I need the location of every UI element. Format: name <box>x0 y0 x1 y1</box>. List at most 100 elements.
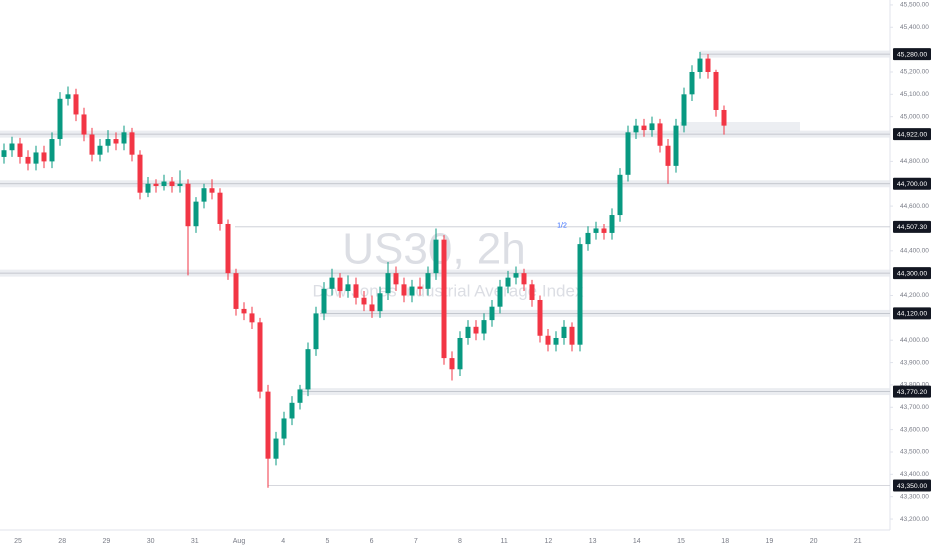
price-label-box <box>893 128 931 141</box>
candle-body <box>433 239 439 274</box>
candle-body <box>481 320 487 334</box>
candle-body <box>225 223 231 274</box>
price-label: 44,700.00 <box>897 181 927 188</box>
price-label: 44,922.00 <box>897 131 927 138</box>
candle-body <box>417 286 423 289</box>
zone <box>680 122 800 132</box>
candle-body <box>705 58 711 72</box>
candle-body <box>713 71 719 110</box>
y-tick-label: 43,200.00 <box>900 516 929 523</box>
candle-body <box>353 284 359 298</box>
candle-body <box>401 284 407 296</box>
candle-body <box>57 98 63 140</box>
price-label: 44,300.00 <box>897 270 927 277</box>
y-tick-label: 45,400.00 <box>900 24 929 31</box>
candle-body <box>25 156 31 164</box>
candle-body <box>281 418 287 439</box>
candle-body <box>633 125 639 133</box>
y-tick-label: 45,000.00 <box>900 113 929 120</box>
candle-body <box>233 273 239 309</box>
candle-body <box>17 143 23 157</box>
candle-body <box>649 123 655 131</box>
x-tick-label: 19 <box>766 538 774 545</box>
y-tick-label: 44,000.00 <box>900 337 929 344</box>
candle-body <box>681 94 687 126</box>
x-tick-label: 8 <box>458 538 462 545</box>
y-tick-label: 43,600.00 <box>900 426 929 433</box>
x-tick-label: 21 <box>854 538 862 545</box>
x-tick-label: 30 <box>147 538 155 545</box>
x-tick-label: 28 <box>58 538 66 545</box>
x-tick-label: Aug <box>233 538 246 545</box>
candle-body <box>593 228 599 233</box>
y-tick-label: 43,700.00 <box>900 404 929 411</box>
candle-body <box>537 299 543 336</box>
y-tick-label: 44,200.00 <box>900 292 929 299</box>
candle-body <box>105 139 111 146</box>
x-tick-label: 4 <box>281 538 285 545</box>
price-label-box <box>893 48 931 61</box>
candle-body <box>73 94 79 115</box>
y-tick-label: 44,800.00 <box>900 158 929 165</box>
candle-body <box>513 273 519 278</box>
candle-body <box>265 391 271 459</box>
x-tick-label: 6 <box>370 538 374 545</box>
price-label-box <box>893 177 931 190</box>
candle-body <box>129 132 135 155</box>
y-tick-label: 43,900.00 <box>900 359 929 366</box>
candle-body <box>113 139 119 144</box>
x-tick-label: 13 <box>589 538 597 545</box>
y-tick-label: 43,400.00 <box>900 471 929 478</box>
candle-body <box>577 244 583 345</box>
price-label: 43,350.00 <box>897 483 927 490</box>
price-label-box <box>893 385 931 398</box>
candle-body <box>201 188 207 202</box>
candle-body <box>9 143 15 151</box>
candle-body <box>249 313 255 323</box>
y-tick-label: 43,300.00 <box>900 493 929 500</box>
candle-body <box>273 438 279 459</box>
candle-body <box>217 192 223 224</box>
candle-body <box>145 183 151 193</box>
candle-body <box>241 308 247 314</box>
candle-body <box>585 232 591 245</box>
candle-body <box>321 288 327 314</box>
candle-body <box>545 335 551 345</box>
candle-body <box>665 145 671 166</box>
y-tick-label: 44,600.00 <box>900 203 929 210</box>
x-tick-label: 31 <box>191 538 199 545</box>
candle-body <box>425 273 431 289</box>
candle-body <box>1 150 7 157</box>
candle-body <box>609 215 615 233</box>
candle-body <box>505 277 511 287</box>
candle-body <box>97 145 103 155</box>
candle-body <box>625 132 631 175</box>
candle-body <box>521 273 527 285</box>
candle-body <box>361 297 367 305</box>
candle-body <box>449 358 455 370</box>
candle-body <box>49 139 55 162</box>
candle-body <box>489 306 495 321</box>
x-tick-label: 11 <box>501 538 508 545</box>
candle-body <box>657 123 663 146</box>
x-tick-label: 25 <box>14 538 22 545</box>
candle-body <box>369 304 375 312</box>
candle-body <box>169 181 175 186</box>
watermark-subtitle: Dow Jones Industrial Average Index <box>313 281 584 300</box>
candle-body <box>65 94 71 99</box>
y-tick-label: 45,200.00 <box>900 69 929 76</box>
candle-body <box>329 277 335 289</box>
x-tick-label: 15 <box>677 538 685 545</box>
price-label-box <box>893 267 931 280</box>
candle-body <box>153 183 159 186</box>
candle-body <box>345 284 351 292</box>
x-tick-label: 14 <box>633 538 641 545</box>
candle-body <box>473 326 479 334</box>
x-tick-label: 12 <box>545 538 553 545</box>
candle-body <box>297 389 303 403</box>
candle-body <box>529 284 535 300</box>
price-label: 44,120.00 <box>897 311 927 318</box>
y-tick-label: 45,500.00 <box>900 2 929 9</box>
candle-body <box>497 286 503 307</box>
candle-body <box>305 349 311 390</box>
